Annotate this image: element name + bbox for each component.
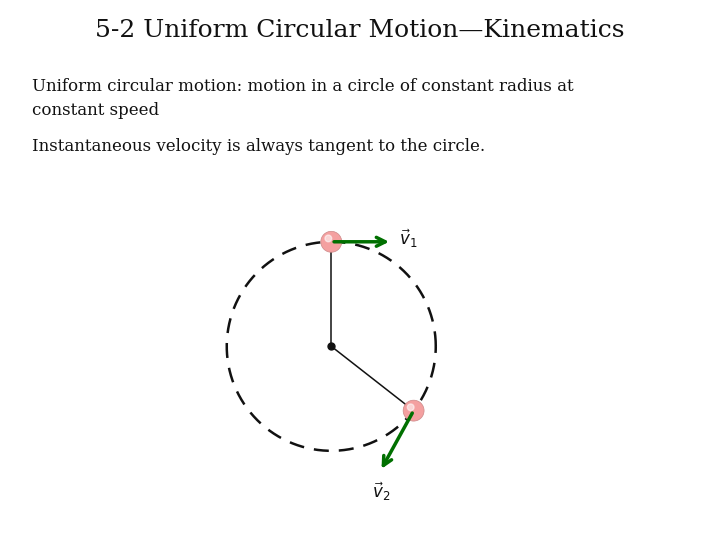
Text: $\vec{v}_1$: $\vec{v}_1$ [399, 227, 418, 250]
Circle shape [321, 231, 342, 252]
Text: Instantaneous velocity is always tangent to the circle.: Instantaneous velocity is always tangent… [32, 138, 485, 154]
Circle shape [408, 404, 414, 410]
Text: 5-2 Uniform Circular Motion—Kinematics: 5-2 Uniform Circular Motion—Kinematics [95, 19, 625, 42]
Circle shape [325, 235, 332, 242]
Text: $\vec{v}_2$: $\vec{v}_2$ [372, 481, 390, 503]
Circle shape [403, 400, 424, 421]
Text: Uniform circular motion: motion in a circle of constant radius at
constant speed: Uniform circular motion: motion in a cir… [32, 78, 574, 119]
